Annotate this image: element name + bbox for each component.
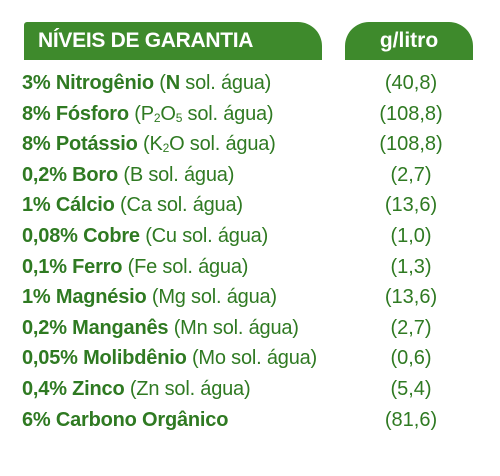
row-value: (13,6) (384, 286, 438, 309)
table-row-cobre: 0,08% Cobre (Cu sol. água) (1,0) (22, 221, 482, 252)
row-value: (2,7) (390, 163, 432, 186)
row-label: 0,05% Molibdênio (Mo sol. água) (22, 347, 318, 370)
table-row-magnesio: 1% Magnésio (Mg sol. água) (13,6) (22, 282, 482, 313)
header-title: NÍVEIS DE GARANTIA (24, 22, 322, 60)
row-label: 0,1% Ferro (Fe sol. água) (22, 255, 249, 278)
row-value: (5,4) (390, 377, 432, 400)
row-label: 0,2% Boro (B sol. água) (22, 163, 235, 186)
header-unit: g/litro (345, 22, 473, 60)
row-label: 0,4% Zinco (Zn sol. água) (22, 377, 251, 400)
row-value: (2,7) (390, 316, 432, 339)
row-value: (108,8) (379, 102, 443, 125)
table-row-potassio: 8% Potássio (K2O sol. água) (108,8) (22, 129, 482, 160)
table-row-ferro: 0,1% Ferro (Fe sol. água) (1,3) (22, 252, 482, 283)
table-row-boro: 0,2% Boro (B sol. água) (2,7) (22, 160, 482, 191)
row-label: 3% Nitrogênio (N sol. água) (22, 72, 272, 94)
table-row-calcio: 1% Cálcio (Ca sol. água) (13,6) (22, 190, 482, 221)
row-label: 8% Potássio (K2O sol. água) (22, 133, 276, 156)
row-value: (0,6) (390, 347, 432, 370)
row-label: 1% Cálcio (Ca sol. água) (22, 194, 243, 217)
row-value: (1,0) (390, 224, 432, 247)
row-label: 0,2% Manganês (Mn sol. água) (22, 316, 299, 339)
row-value: (81,6) (384, 408, 438, 431)
table-row-molibdenio: 0,05% Molibdênio (Mo sol. água) (0,6) (22, 343, 482, 374)
row-label: 0,08% Cobre (Cu sol. água) (22, 224, 269, 247)
table-row-carbono: 6% Carbono Orgânico (81,6) (22, 405, 482, 436)
table-row-nitrogenio: 3% Nitrogênio (N sol. água) (40,8) (22, 68, 482, 99)
row-label: 1% Magnésio (Mg sol. água) (22, 286, 277, 309)
row-value: (40,8) (384, 72, 438, 94)
table-row-zinco: 0,4% Zinco (Zn sol. água) (5,4) (22, 374, 482, 405)
row-label: 8% Fósforo (P2O5 sol. água) (22, 102, 274, 125)
row-value: (13,6) (384, 194, 438, 217)
table-row-fosforo: 8% Fósforo (P2O5 sol. água) (108,8) (22, 99, 482, 130)
guarantee-table: 3% Nitrogênio (N sol. água) (40,8) 8% Fó… (22, 68, 482, 435)
table-row-manganes: 0,2% Manganês (Mn sol. água) (2,7) (22, 313, 482, 344)
row-label: 6% Carbono Orgânico (22, 408, 229, 431)
row-value: (108,8) (379, 133, 443, 156)
row-value: (1,3) (390, 255, 432, 278)
